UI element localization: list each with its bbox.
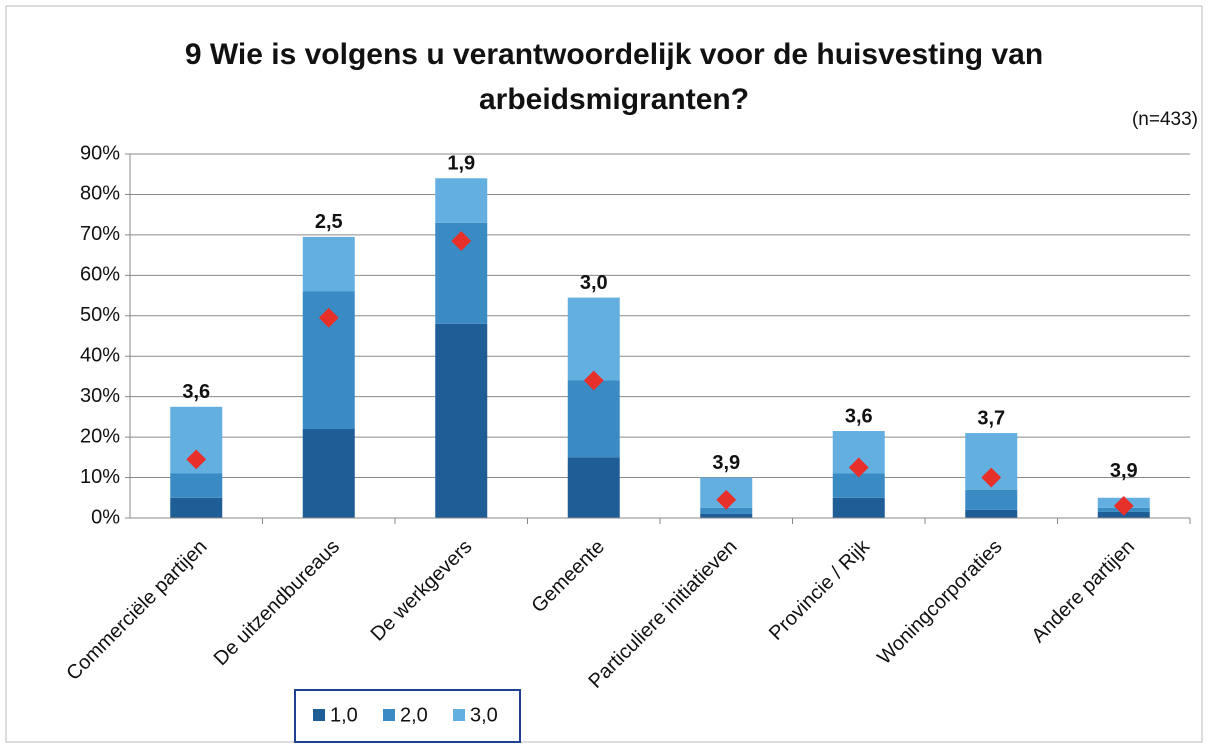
chart-title: 9 Wie is volgens u verantwoordelijk voor… <box>185 38 1043 71</box>
chart-title: arbeidsmigranten? <box>479 83 749 116</box>
x-tick-label: Andere partijen <box>1028 536 1139 647</box>
bar-segment <box>435 323 488 518</box>
y-tick-label: 50% <box>80 304 120 326</box>
bar-segment <box>170 473 223 498</box>
score-label: 1,9 <box>447 153 475 175</box>
x-tick-label: De werkgevers <box>367 536 477 646</box>
bar-segment <box>567 297 620 381</box>
score-label: 2,5 <box>315 211 343 233</box>
legend-swatch <box>453 709 465 721</box>
y-tick-label: 60% <box>80 264 120 286</box>
bar-segment <box>435 178 488 223</box>
marker <box>451 231 472 251</box>
x-tick-label: De uitzendbureaus <box>210 536 344 670</box>
marker <box>583 370 604 391</box>
subtitle: (n=433) <box>1132 109 1198 130</box>
y-tick-label: 10% <box>80 466 120 488</box>
score-label: 3,9 <box>712 452 740 474</box>
bar-segment <box>965 509 1018 518</box>
marker <box>1113 495 1134 516</box>
score-label: 3,9 <box>1110 460 1138 482</box>
x-tick-label: Woningcorporaties <box>873 536 1006 669</box>
legend-label: 3,0 <box>470 704 498 726</box>
score-label: 3,6 <box>182 381 210 403</box>
score-label: 3,7 <box>977 407 1005 429</box>
legend-label: 1,0 <box>330 704 358 726</box>
y-tick-label: 90% <box>80 142 120 164</box>
bar-segment <box>567 380 620 458</box>
marker <box>716 489 737 510</box>
score-label: 3,0 <box>580 272 608 294</box>
x-tick-label: Provincie / Rijk <box>765 535 875 645</box>
bar-segment <box>832 497 885 518</box>
y-tick-label: 70% <box>80 223 120 245</box>
legend-swatch <box>383 709 395 721</box>
bar-segment <box>302 429 355 518</box>
bar-segment <box>832 473 885 498</box>
marker <box>848 457 869 478</box>
y-tick-label: 80% <box>80 183 120 205</box>
chart-frame <box>5 5 1203 743</box>
bar-segment <box>302 236 355 292</box>
x-tick-label: Gemeente <box>527 536 609 618</box>
y-tick-label: 40% <box>80 345 120 367</box>
bar-segment <box>700 513 753 518</box>
x-tick-label: Commerciële partijen <box>62 536 211 685</box>
bar-segment <box>170 497 223 518</box>
legend <box>294 689 521 743</box>
legend-swatch <box>313 709 325 721</box>
y-tick-label: 20% <box>80 425 120 447</box>
y-tick-label: 30% <box>80 385 120 407</box>
legend-label: 2,0 <box>400 704 428 726</box>
marker <box>318 307 339 328</box>
bar-segment <box>567 457 620 518</box>
y-tick-label: 0% <box>91 506 120 528</box>
x-tick-label: Particuliere initiatieven <box>584 536 741 693</box>
bar-segment <box>965 489 1018 510</box>
bar-segment <box>700 507 753 514</box>
score-label: 3,6 <box>845 405 873 427</box>
marker <box>981 467 1002 488</box>
marker <box>186 449 207 470</box>
